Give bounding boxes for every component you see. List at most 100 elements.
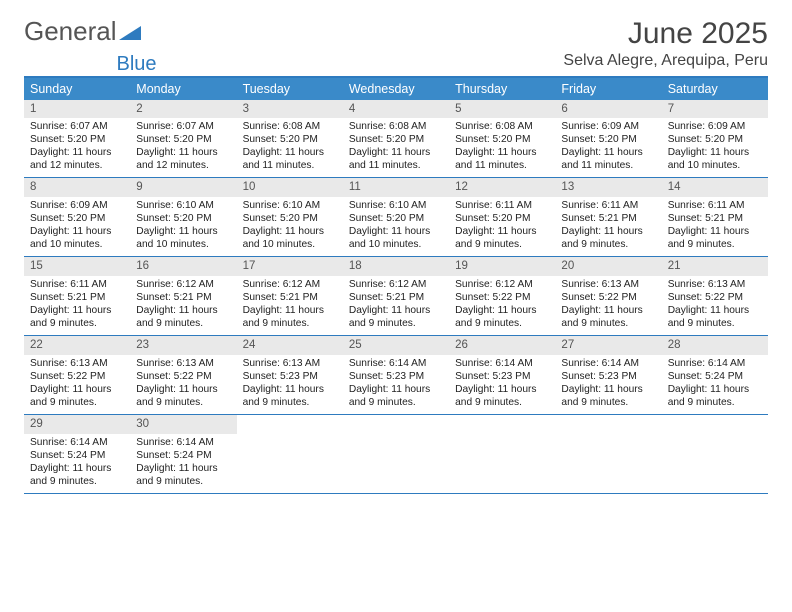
logo-text-1: General xyxy=(24,18,117,44)
sunset-line: Sunset: 5:21 PM xyxy=(136,291,230,304)
calendar-day: 7Sunrise: 6:09 AMSunset: 5:20 PMDaylight… xyxy=(662,100,768,178)
sunrise-line: Sunrise: 6:11 AM xyxy=(668,199,762,212)
day-number: 25 xyxy=(343,336,449,355)
calendar-day: 27Sunrise: 6:14 AMSunset: 5:23 PMDayligh… xyxy=(555,336,661,414)
sunrise-line: Sunrise: 6:12 AM xyxy=(243,278,337,291)
daylight-line: Daylight: 11 hours and 10 minutes. xyxy=(668,146,762,172)
day-detail: Sunrise: 6:07 AMSunset: 5:20 PMDaylight:… xyxy=(130,118,236,177)
daylight-line: Daylight: 11 hours and 9 minutes. xyxy=(136,383,230,409)
sunset-line: Sunset: 5:24 PM xyxy=(30,449,124,462)
daylight-line: Daylight: 11 hours and 9 minutes. xyxy=(455,383,549,409)
calendar-day: 4Sunrise: 6:08 AMSunset: 5:20 PMDaylight… xyxy=(343,100,449,178)
calendar-day: 2Sunrise: 6:07 AMSunset: 5:20 PMDaylight… xyxy=(130,100,236,178)
calendar-week: 29 Sunrise: 6:14 AMSunset: 5:24 PM Dayligh… xyxy=(24,415,768,494)
sunrise-line: Sunrise: 6:11 AM xyxy=(30,278,124,291)
day-number: 3 xyxy=(237,100,343,119)
daylight-line: Daylight: 11 hours and 9 minutes. xyxy=(349,383,443,409)
sunrise-line: Sunrise: 6:09 AM xyxy=(30,199,124,212)
day-detail: Sunrise: 6:13 AMSunset: 5:22 PMDaylight:… xyxy=(130,355,236,414)
calendar-day: 12Sunrise: 6:11 AMSunset: 5:20 PMDayligh… xyxy=(449,178,555,256)
calendar-day: 10Sunrise: 6:10 AMSunset: 5:20 PMDayligh… xyxy=(237,178,343,256)
day-detail: Sunrise: 6:14 AMSunset: 5:23 PMDaylight:… xyxy=(449,355,555,414)
sunset-line: Sunset: 5:20 PM xyxy=(455,212,549,225)
daylight-line: Daylight: 11 hours and 9 minutes. xyxy=(243,304,337,330)
month-title: June 2025 xyxy=(563,18,768,50)
day-detail: Sunrise: 6:09 AMSunset: 5:20 PMDaylight:… xyxy=(662,118,768,177)
daylight-line: Daylight: 11 hours and 10 minutes. xyxy=(349,225,443,251)
sunset-line: Sunset: 5:22 PM xyxy=(561,291,655,304)
sunset-line: Sunset: 5:23 PM xyxy=(243,370,337,383)
day-detail: Sunrise: 6:08 AMSunset: 5:20 PMDaylight:… xyxy=(449,118,555,177)
calendar-day: 17Sunrise: 6:12 AMSunset: 5:21 PMDayligh… xyxy=(237,257,343,335)
sunrise-line: Sunrise: 6:08 AM xyxy=(349,120,443,133)
calendar-day: 24Sunrise: 6:13 AMSunset: 5:23 PMDayligh… xyxy=(237,336,343,414)
sunrise-line: Sunrise: 6:13 AM xyxy=(561,278,655,291)
day-number: 18 xyxy=(343,257,449,276)
day-detail: Sunrise: 6:13 AMSunset: 5:22 PMDaylight:… xyxy=(555,276,661,335)
logo-triangle-icon xyxy=(119,24,141,45)
day-detail: Sunrise: 6:13 AMSunset: 5:23 PMDaylight:… xyxy=(237,355,343,414)
day-detail: Sunrise: 6:09 AMSunset: 5:20 PMDaylight:… xyxy=(24,197,130,256)
sunrise-line: Sunrise: 6:14 AM xyxy=(30,436,124,449)
day-detail: Sunrise: 6:10 AMSunset: 5:20 PMDaylight:… xyxy=(130,197,236,256)
day-detail: Sunrise: 6:10 AMSunset: 5:20 PMDaylight:… xyxy=(343,197,449,256)
daylight-line: Daylight: 11 hours and 9 minutes. xyxy=(668,304,762,330)
daylight-line: Daylight: 11 hours and 9 minutes. xyxy=(30,304,124,330)
calendar-day: 9Sunrise: 6:10 AMSunset: 5:20 PMDaylight… xyxy=(130,178,236,256)
sunrise-line: Sunrise: 6:07 AM xyxy=(136,120,230,133)
calendar-day: 14Sunrise: 6:11 AMSunset: 5:21 PMDayligh… xyxy=(662,178,768,256)
daylight-line: Daylight: 11 hours and 11 minutes. xyxy=(455,146,549,172)
daylight-line: Daylight: 11 hours and 9 minutes. xyxy=(668,383,762,409)
calendar-day: 30Sunrise: 6:14 AMSunset: 5:24 PMDayligh… xyxy=(130,415,236,493)
daylight-line: Daylight: 11 hours and 12 minutes. xyxy=(30,146,124,172)
day-detail: Sunrise: 6:08 AMSunset: 5:20 PMDaylight:… xyxy=(237,118,343,177)
calendar-day: 16Sunrise: 6:12 AMSunset: 5:21 PMDayligh… xyxy=(130,257,236,335)
day-number: 17 xyxy=(237,257,343,276)
day-number: 4 xyxy=(343,100,449,119)
day-detail: Sunrise: 6:14 AMSunset: 5:24 PMDaylight:… xyxy=(662,355,768,414)
day-detail: Sunrise: 6:13 AMSunset: 5:22 PMDaylight:… xyxy=(24,355,130,414)
daylight-line: Daylight: 11 hours and 10 minutes. xyxy=(136,225,230,251)
sunrise-line: Sunrise: 6:13 AM xyxy=(668,278,762,291)
calendar-week: 8Sunrise: 6:09 AMSunset: 5:20 PMDaylight… xyxy=(24,178,768,257)
sunset-line: Sunset: 5:22 PM xyxy=(455,291,549,304)
calendar-day: 26Sunrise: 6:14 AMSunset: 5:23 PMDayligh… xyxy=(449,336,555,414)
calendar-day: 1Sunrise: 6:07 AMSunset: 5:20 PMDaylight… xyxy=(24,100,130,178)
calendar-day: 25Sunrise: 6:14 AMSunset: 5:23 PMDayligh… xyxy=(343,336,449,414)
day-number: 28 xyxy=(662,336,768,355)
calendar-week: 15Sunrise: 6:11 AMSunset: 5:21 PMDayligh… xyxy=(24,257,768,336)
daylight-line: Daylight: 11 hours and 11 minutes. xyxy=(349,146,443,172)
daylight-line: Daylight: 11 hours and 9 minutes. xyxy=(243,383,337,409)
calendar-day: 28Sunrise: 6:14 AMSunset: 5:24 PMDayligh… xyxy=(662,336,768,414)
calendar-day: 23Sunrise: 6:13 AMSunset: 5:22 PMDayligh… xyxy=(130,336,236,414)
day-number: 16 xyxy=(130,257,236,276)
sunset-line: Sunset: 5:23 PM xyxy=(561,370,655,383)
day-detail: Sunrise: 6:13 AMSunset: 5:22 PMDaylight:… xyxy=(662,276,768,335)
day-detail: Sunrise: 6:14 AMSunset: 5:23 PMDaylight:… xyxy=(555,355,661,414)
sunrise-line: Sunrise: 6:09 AM xyxy=(668,120,762,133)
calendar-day: 5Sunrise: 6:08 AMSunset: 5:20 PMDaylight… xyxy=(449,100,555,178)
day-number: 13 xyxy=(555,178,661,197)
header: General Blue June 2025 Selva Alegre, Are… xyxy=(24,18,768,70)
calendar-day xyxy=(237,415,343,493)
calendar-day: 21Sunrise: 6:13 AMSunset: 5:22 PMDayligh… xyxy=(662,257,768,335)
sunset-line: Sunset: 5:20 PM xyxy=(668,133,762,146)
sunset-line: Sunset: 5:22 PM xyxy=(136,370,230,383)
daylight-line: Daylight: 11 hours and 9 minutes. xyxy=(136,462,230,488)
sunset-line: Sunset: 5:20 PM xyxy=(30,212,124,225)
calendar-body: 1Sunrise: 6:07 AMSunset: 5:20 PMDaylight… xyxy=(24,100,768,495)
day-number: 10 xyxy=(237,178,343,197)
day-number: 11 xyxy=(343,178,449,197)
calendar-day xyxy=(449,415,555,493)
day-number: 22 xyxy=(24,336,130,355)
daylight-line: Daylight: 11 hours and 9 minutes. xyxy=(561,225,655,251)
daylight-line: Daylight: 11 hours and 10 minutes. xyxy=(243,225,337,251)
sunrise-line: Sunrise: 6:08 AM xyxy=(455,120,549,133)
sunrise-line: Sunrise: 6:07 AM xyxy=(30,120,124,133)
calendar: Sunday Monday Tuesday Wednesday Thursday… xyxy=(24,76,768,495)
calendar-day xyxy=(555,415,661,493)
day-number: 29 xyxy=(24,415,130,434)
day-detail: Sunrise: 6:09 AMSunset: 5:20 PMDaylight:… xyxy=(555,118,661,177)
calendar-day: 3Sunrise: 6:08 AMSunset: 5:20 PMDaylight… xyxy=(237,100,343,178)
day-detail: Sunrise: 6:07 AMSunset: 5:20 PMDaylight:… xyxy=(24,118,130,177)
